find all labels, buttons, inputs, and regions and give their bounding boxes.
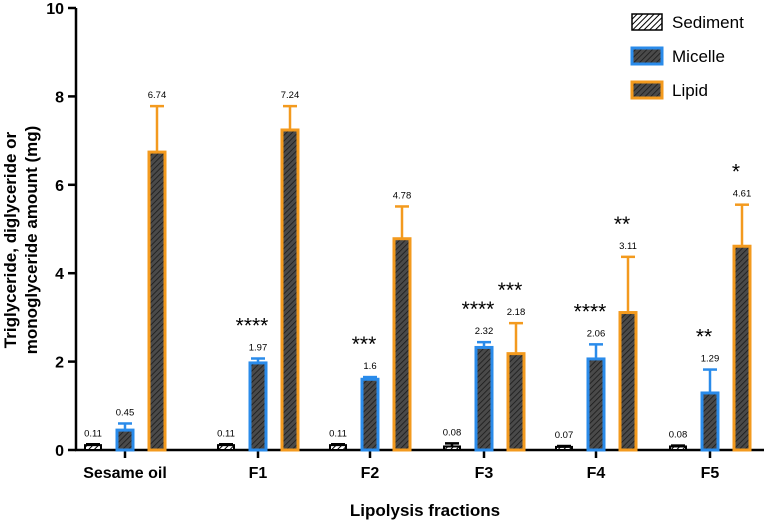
data-label: 2.06: [587, 328, 606, 339]
y-tick-label: 0: [55, 443, 64, 460]
y-tick-label: 8: [55, 89, 64, 106]
bar-micelle: [586, 357, 606, 452]
bar-lipid: [506, 352, 526, 452]
y-tick-label: 4: [55, 266, 64, 283]
y-tick-label: 10: [46, 1, 64, 18]
bar-sediment: [669, 445, 687, 451]
data-label: 0.11: [217, 428, 235, 439]
plot-area: 0 2 4 6 8 10 Sesame oil F1 F2 F3 F4 F5 0.11 0.11 0.11 0…: [46, 1, 764, 482]
data-label: 4.61: [733, 189, 752, 200]
significance-marker: **: [696, 326, 712, 349]
legend-swatch-micelle: [630, 46, 664, 66]
data-label: 1.97: [249, 343, 268, 354]
bar-micelle: [360, 377, 380, 452]
significance-marker: ****: [236, 315, 269, 338]
x-tick-label: F4: [587, 465, 606, 482]
data-label: 2.32: [475, 326, 494, 337]
significance-marker: ****: [462, 298, 495, 321]
data-label: 1.29: [701, 354, 720, 365]
significance-marker: ***: [352, 333, 377, 356]
legend-label-lipid: Lipid: [672, 81, 708, 100]
x-tick-label: F5: [701, 465, 720, 482]
data-label: 2.18: [507, 307, 526, 318]
bar-sediment: [555, 445, 573, 452]
legend-swatch-sediment: [631, 13, 663, 31]
bar-micelle: [474, 345, 494, 452]
x-axis-title: Lipolysis fractions: [350, 501, 500, 520]
significance-marker: ***: [498, 279, 523, 302]
bar-lipid: [392, 237, 412, 452]
legend-label-sediment: Sediment: [672, 13, 744, 32]
bar-lipid: [732, 244, 752, 452]
data-label: 0.08: [669, 430, 688, 441]
x-tick-label: F1: [249, 465, 268, 482]
x-tick-label: F3: [475, 465, 494, 482]
legend-swatch-lipid: [630, 80, 664, 100]
bar-micelle: [700, 391, 720, 452]
data-label: 0.45: [116, 407, 135, 418]
data-label: 0.07: [555, 430, 574, 441]
data-label: 1.6: [363, 361, 376, 372]
bar-lipid: [618, 311, 638, 452]
data-label: 3.11: [619, 241, 637, 252]
data-label: 0.11: [84, 428, 102, 439]
y-tick-label: 2: [55, 355, 64, 372]
legend: Sediment Micelle Lipid: [630, 13, 744, 100]
data-label: 0.11: [329, 428, 347, 439]
y-axis-title-line-2: monoglyceride amount (mg): [22, 126, 41, 355]
bar-lipid: [147, 150, 167, 452]
data-label: 7.24: [281, 90, 300, 101]
data-label: 4.78: [393, 190, 412, 201]
bar-micelle: [248, 361, 268, 452]
bar-lipid: [280, 128, 300, 452]
bar-sediment: [329, 444, 347, 452]
significance-marker: ****: [574, 300, 607, 323]
data-label: 6.74: [148, 90, 167, 101]
x-tick-label: F2: [361, 465, 380, 482]
bar-micelle: [115, 428, 135, 452]
bar-sediment: [443, 445, 461, 451]
y-tick-label: 6: [55, 178, 64, 195]
bar-sediment: [84, 444, 102, 452]
legend-label-micelle: Micelle: [672, 47, 725, 66]
significance-marker: **: [614, 213, 630, 236]
data-label: 0.08: [443, 427, 462, 438]
significance-marker: *: [732, 161, 740, 184]
x-tick-label: Sesame oil: [83, 465, 167, 482]
y-axis-title-line-1: Triglyceride, diglyceride or: [1, 131, 20, 348]
bar-sediment: [217, 444, 235, 452]
